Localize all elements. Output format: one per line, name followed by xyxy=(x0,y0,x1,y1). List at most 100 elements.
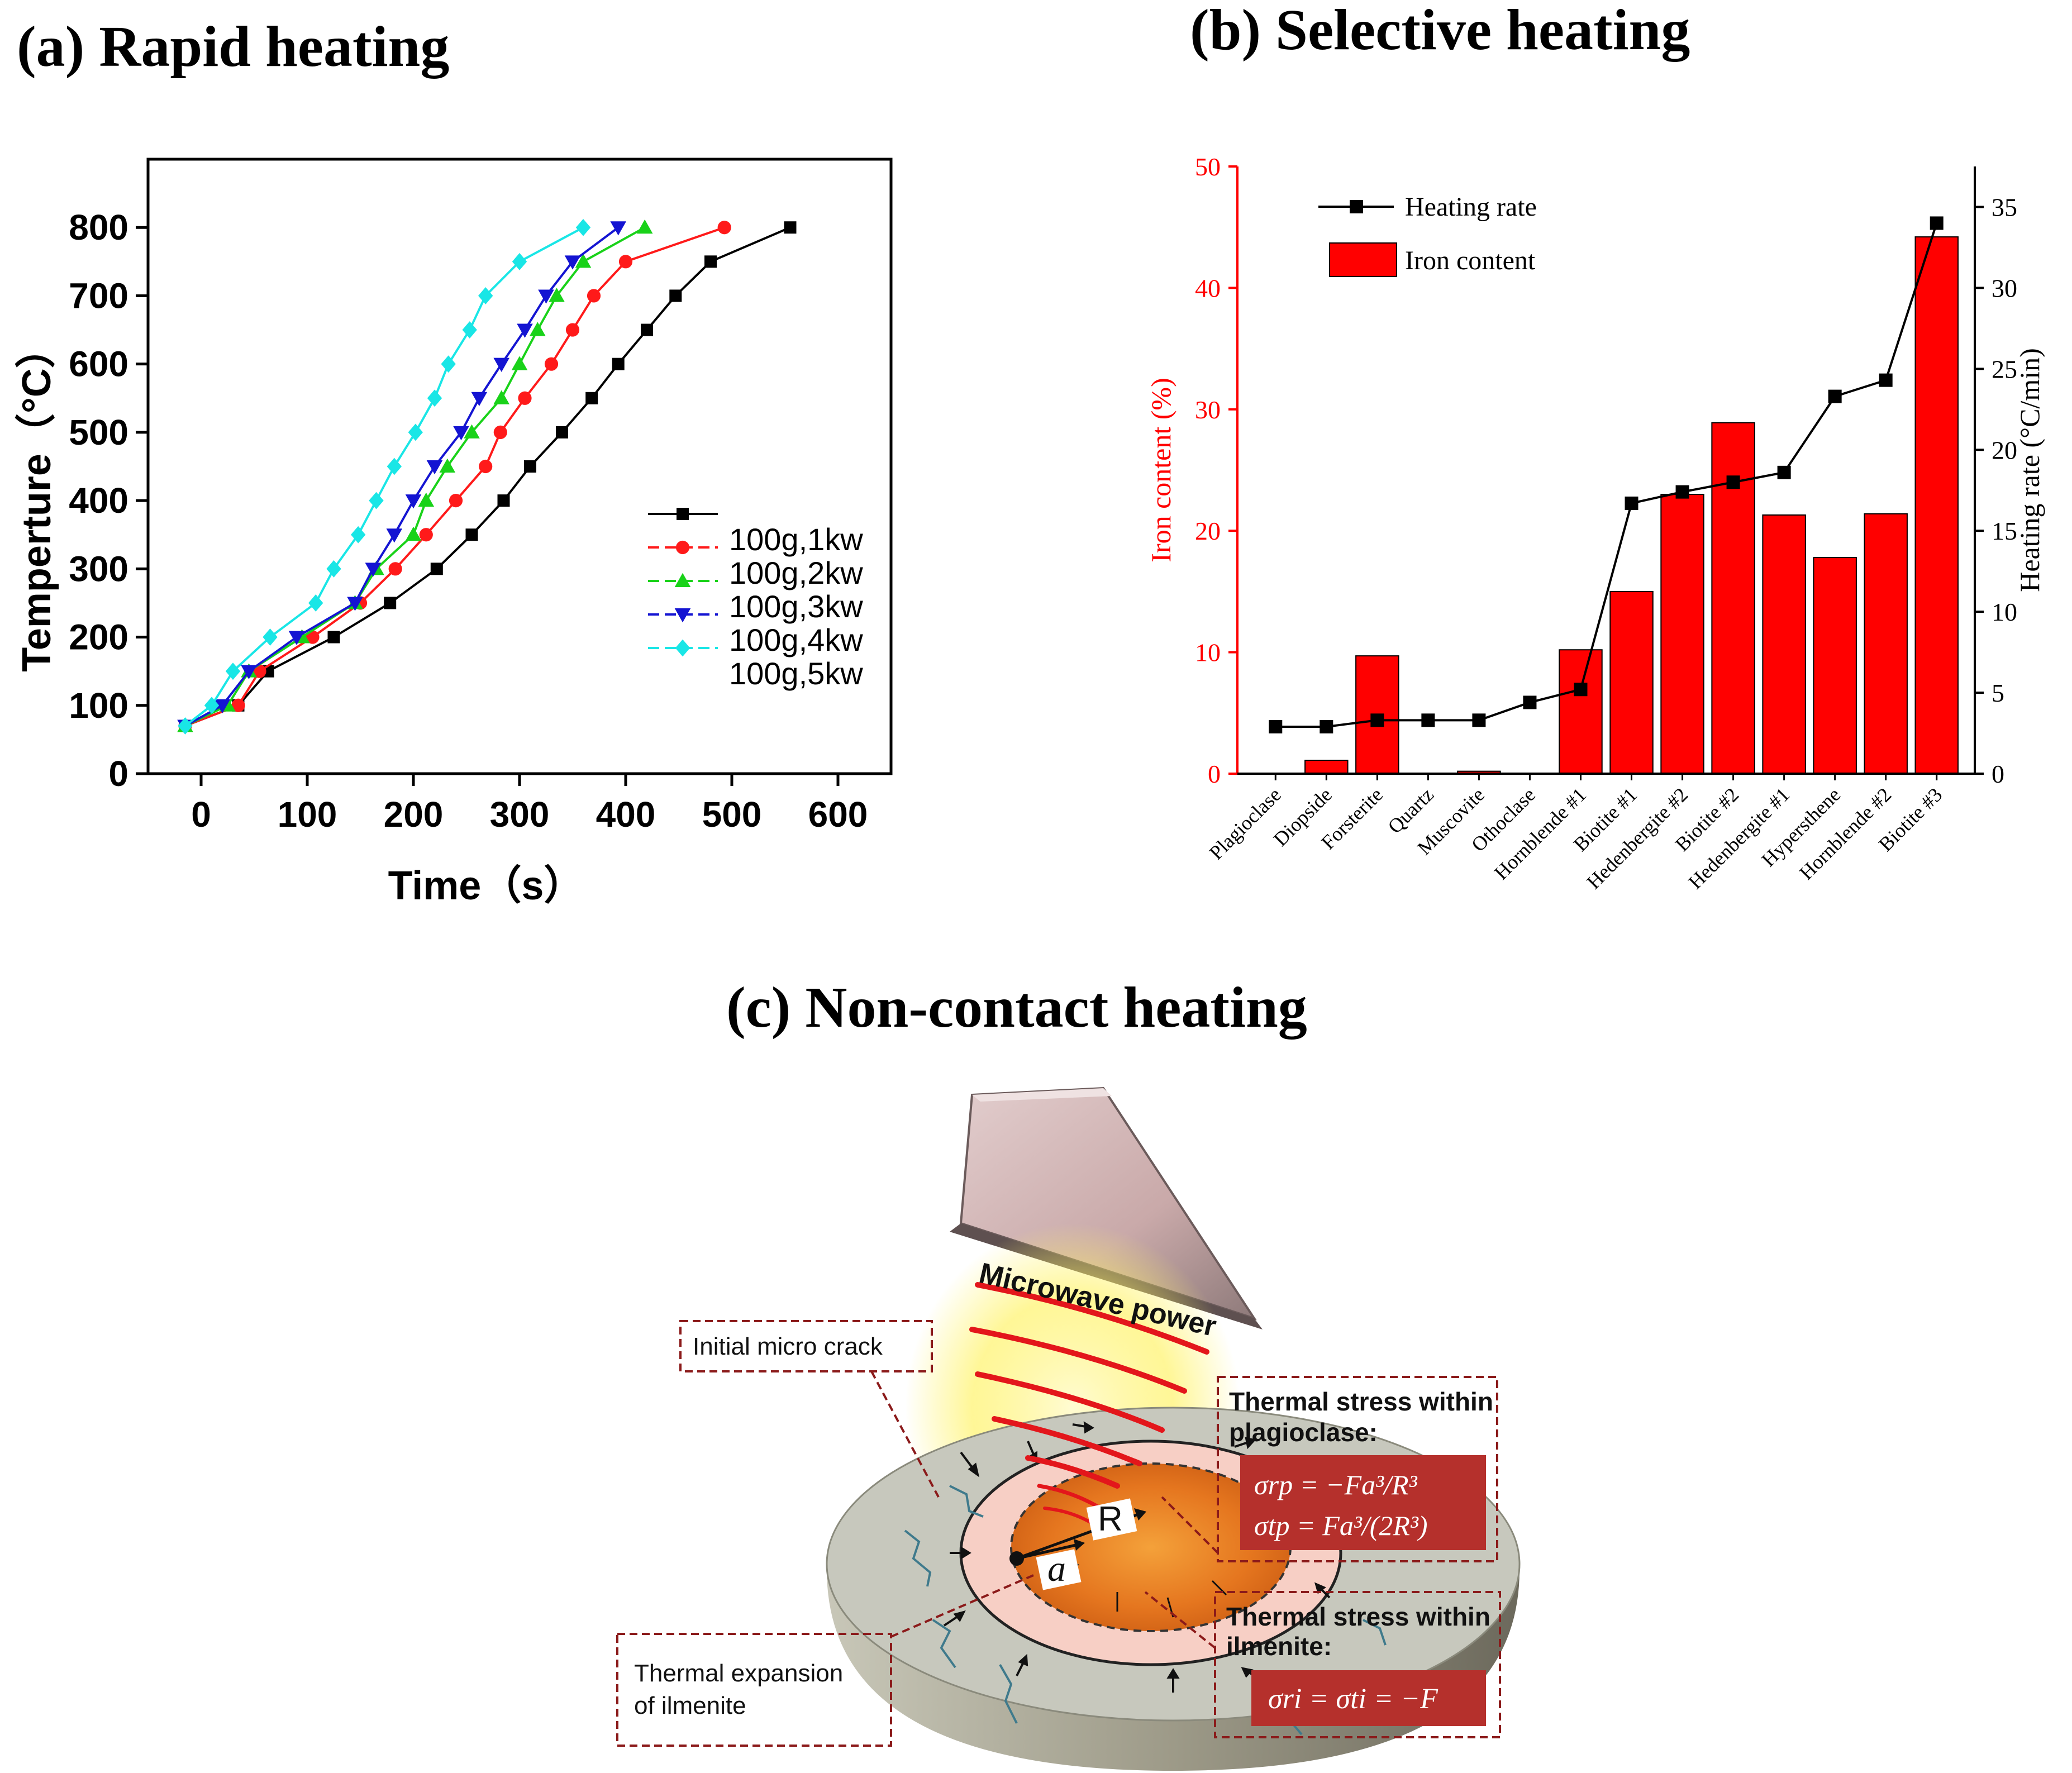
legend-label: 100g,1kw xyxy=(729,522,863,557)
right-tick-label: 20 xyxy=(1992,436,2017,464)
data-point xyxy=(365,563,382,577)
legend-marker xyxy=(1350,200,1363,213)
data-point xyxy=(204,697,220,714)
legend-marker xyxy=(675,540,690,555)
data-point xyxy=(618,255,633,269)
data-point xyxy=(587,289,601,303)
data-point xyxy=(1879,373,1893,387)
selective-heating-chart: 0102030405005101520253035PlagioclaseDiop… xyxy=(1145,152,2045,893)
data-point xyxy=(308,594,323,612)
right-tick-label: 10 xyxy=(1992,598,2017,626)
data-point xyxy=(564,255,581,270)
bar xyxy=(1762,514,1806,774)
y-tick-label: 200 xyxy=(69,617,128,657)
legend-label: 100g,3kw xyxy=(729,589,863,624)
legend-marker xyxy=(675,639,690,657)
heating-rate-series xyxy=(1269,216,1944,733)
data-point xyxy=(512,252,527,270)
y-tick-label: 300 xyxy=(69,549,128,589)
left-tick-label: 40 xyxy=(1195,274,1221,302)
ilmenite-stress-callout: Thermal stress within ilmenite: σri = σt… xyxy=(1144,1591,1501,1738)
data-point xyxy=(426,460,443,475)
y-tick-label: 400 xyxy=(69,480,128,521)
y-tick-label: 800 xyxy=(69,207,128,247)
series-line xyxy=(184,226,584,727)
data-point xyxy=(493,390,509,404)
legend-marker xyxy=(677,508,689,520)
data-point xyxy=(549,288,565,302)
data-point xyxy=(478,287,493,304)
series-line xyxy=(184,226,725,727)
category-label: Plagioclase xyxy=(1205,783,1285,864)
data-point xyxy=(405,526,422,541)
data-point xyxy=(493,425,507,439)
data-point xyxy=(326,560,341,578)
right-tick-label: 25 xyxy=(1992,355,2017,383)
y-tick-label: 100 xyxy=(69,685,128,726)
series-line xyxy=(1275,222,1938,728)
left-axis-label: Iron content (%) xyxy=(1145,378,1176,562)
data-point xyxy=(471,392,488,407)
legend-label: Heating rate xyxy=(1405,192,1537,222)
microwave-waves xyxy=(969,1282,1209,1527)
data-point xyxy=(1675,485,1689,499)
initial-crack-label: Initial micro crack xyxy=(693,1333,883,1360)
bar xyxy=(1660,493,1704,774)
right-tick-label: 0 xyxy=(1992,760,2004,788)
right-axis-label: Heating rate (°C/min) xyxy=(2014,348,2045,592)
stress-arrows xyxy=(943,1421,1331,1693)
data-point xyxy=(439,458,456,473)
data-point xyxy=(1828,389,1842,403)
bar xyxy=(1813,557,1857,774)
data-point xyxy=(612,358,625,370)
data-point xyxy=(575,254,592,268)
panel-b-title: (b) Selective heating xyxy=(1190,0,1690,62)
series-2: 100g,2kw xyxy=(178,221,863,733)
data-point xyxy=(384,597,397,609)
data-point xyxy=(610,221,626,236)
series-line xyxy=(184,226,646,727)
data-point xyxy=(704,255,717,268)
x-tick-label: 200 xyxy=(384,794,444,835)
data-point xyxy=(669,289,682,302)
data-point xyxy=(544,357,559,371)
series-3: 100g,3kw xyxy=(177,219,863,732)
bar xyxy=(1609,590,1654,775)
data-point xyxy=(1370,713,1384,727)
bar xyxy=(1559,649,1603,775)
ilm-title-line1: Thermal stress within xyxy=(1226,1602,1490,1631)
data-point xyxy=(288,631,305,645)
data-point xyxy=(1269,719,1283,733)
thermal-expansion-callout: Thermal expansion of ilmenite xyxy=(616,1574,1034,1747)
data-point xyxy=(241,665,257,679)
plag-equation-2: σtp = Fa³/(2R³) xyxy=(1254,1510,1428,1541)
data-point xyxy=(386,528,403,543)
right-tick-label: 30 xyxy=(1992,274,2017,302)
data-point xyxy=(388,562,402,576)
data-point xyxy=(453,426,469,441)
data-point xyxy=(1726,475,1740,489)
data-point xyxy=(347,597,363,611)
data-point xyxy=(327,631,340,644)
plag-title-line1: Thermal stress within xyxy=(1229,1387,1493,1416)
legend-marker xyxy=(674,573,691,587)
expansion-label-line2: of ilmenite xyxy=(634,1692,746,1719)
data-point xyxy=(441,355,456,373)
data-point xyxy=(1472,713,1486,727)
legend-swatch xyxy=(1329,242,1397,277)
data-point xyxy=(231,698,245,712)
data-point xyxy=(462,321,477,339)
series-line xyxy=(184,226,791,727)
data-point xyxy=(1523,695,1537,709)
label-a: a xyxy=(1047,1548,1066,1589)
label-R: R xyxy=(1098,1500,1123,1538)
data-point xyxy=(493,358,509,372)
left-tick-label: 10 xyxy=(1195,638,1221,667)
data-point xyxy=(369,492,384,509)
bar xyxy=(1864,513,1908,774)
panel-a-title: (a) Rapid heating xyxy=(17,15,450,79)
y-tick-label: 700 xyxy=(69,275,128,316)
data-point xyxy=(784,221,797,234)
plag-equation-1: σrp = −Fa³/R³ xyxy=(1254,1469,1418,1500)
x-axis-label: Time（s） xyxy=(388,864,584,908)
